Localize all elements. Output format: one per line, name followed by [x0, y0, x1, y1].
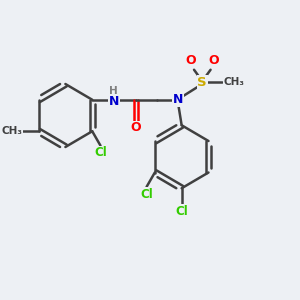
Text: O: O: [208, 54, 219, 67]
Text: Cl: Cl: [94, 146, 107, 159]
Text: Cl: Cl: [140, 188, 153, 201]
Text: N: N: [173, 93, 183, 106]
Text: Cl: Cl: [175, 205, 188, 218]
Text: H: H: [110, 86, 118, 96]
Text: S: S: [197, 76, 207, 89]
Text: CH₃: CH₃: [2, 126, 22, 136]
Text: O: O: [186, 54, 196, 67]
Text: CH₃: CH₃: [224, 77, 244, 87]
Text: O: O: [130, 122, 141, 134]
Text: N: N: [109, 95, 119, 108]
